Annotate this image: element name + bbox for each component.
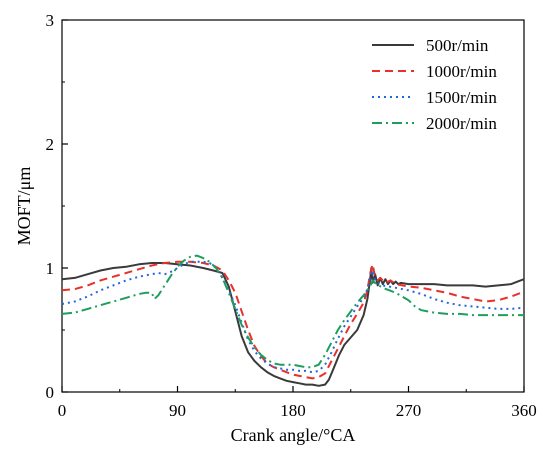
series-layer: [61, 254, 525, 387]
legend: 500r/min 1000r/min 1500r/min 2000r/min: [372, 36, 497, 133]
x-axis-label: Crank angle/°CA: [231, 425, 356, 445]
y-tick-label: 3: [46, 11, 55, 30]
x-axis-ticks: 0 90 180 270 360: [58, 386, 537, 420]
legend-label-0: 500r/min: [426, 36, 489, 55]
x-tick-label: 180: [280, 401, 306, 420]
series-line-3: [61, 254, 524, 369]
x-tick-label: 0: [58, 401, 67, 420]
legend-label-2: 1500r/min: [426, 88, 497, 107]
legend-label-1: 1000r/min: [426, 62, 497, 81]
x-tick-label: 360: [511, 401, 537, 420]
x-tick-label: 90: [169, 401, 186, 420]
y-axis-label: MOFT/μm: [14, 167, 34, 246]
x-tick-label: 270: [396, 401, 422, 420]
y-tick-label: 0: [46, 383, 55, 402]
y-tick-label: 2: [46, 135, 55, 154]
series-line-0: [61, 262, 525, 387]
legend-label-3: 2000r/min: [426, 114, 497, 133]
series-line-1: [61, 260, 525, 380]
y-axis-ticks: 0 1 2 3: [46, 11, 68, 402]
y-tick-label: 1: [46, 259, 55, 278]
series-line-2: [61, 260, 525, 374]
